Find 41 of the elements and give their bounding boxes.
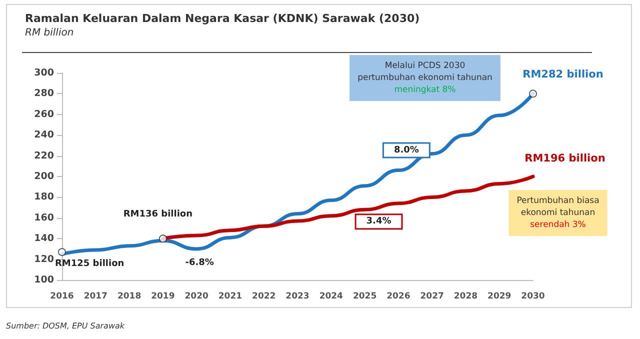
x-tick-label: 2028 [454,292,478,302]
text: Sumber: DOSM, EPU Sarawak [6,322,125,330]
annotation: 8.0% [394,145,419,156]
point [158,234,167,243]
x-tick-label: 2022 [252,292,276,302]
y-tick-label: 300 [34,68,54,78]
x-tick-label: 2017 [84,292,108,302]
y-tick-label: 260 [34,108,54,120]
x-tick-label: 2029 [488,292,512,302]
y-tick-label: 120 [34,254,54,265]
x-tick-label: 2020 [184,292,208,302]
x-tick-label: 2023 [286,292,310,302]
x-tick-label: 2016 [50,292,74,302]
annotation: 3.4% [366,216,392,227]
annotation: RM282 billion [522,68,604,81]
x-tick-label: 2027 [420,292,444,302]
annotation: RM136 billion [123,210,193,220]
chart-subtitle: RM billion [25,28,74,38]
annotation: RM196 billion [524,152,606,164]
y-tick-label: 200 [34,171,54,182]
annotation: -6.8% [185,258,214,268]
x-tick-label: 2021 [218,292,242,302]
annotation: RM125 billion [55,259,124,270]
y-tick-label: 140 [34,233,54,244]
y-tick-label: 280 [34,88,54,100]
point [529,90,537,98]
annotation: Pertumbuhan biasa ekonomi tahunan serendah 3% [516,196,600,230]
point [58,248,66,256]
x-tick-label: 2025 [352,292,377,302]
chart-title: Ramalan Keluaran Dalam Negara Kasar (KDNK) Sarawak (2030) [25,12,420,25]
x-tick-label: 2019 [151,292,175,302]
x-tick-label: 2030 [521,292,545,302]
y-tick-label: 220 [34,150,54,162]
x-tick-label: 2026 [386,292,410,302]
y-tick-label: 100 [34,274,54,286]
y-tick-label: 180 [34,192,54,203]
x-tick-label: 2024 [319,292,344,302]
y-tick-label: 240 [34,130,54,141]
y-tick-label: 160 [34,212,54,224]
annotation: Melalui PCDS 2030 pertumbuhan ekonomi tahunan meningkat 8% [358,61,492,95]
x-tick-label: 2018 [117,292,142,302]
